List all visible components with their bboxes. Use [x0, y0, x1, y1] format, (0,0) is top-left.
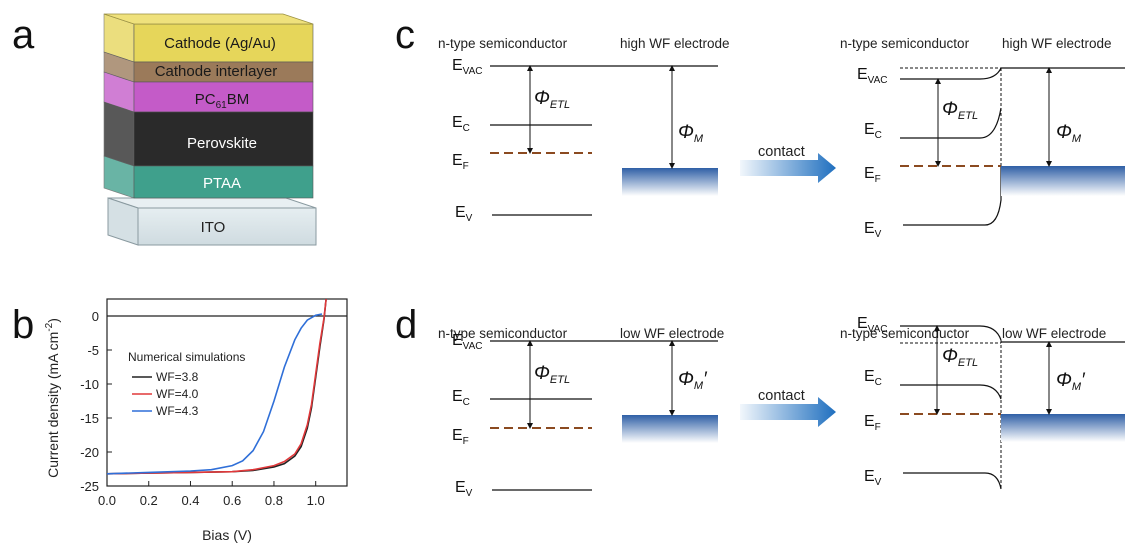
x-axis-title: Bias (V) — [202, 527, 252, 543]
phi-etl-label: ΦETL — [534, 363, 570, 386]
ito-top-face — [108, 198, 316, 208]
after-level-label-v: EV — [864, 468, 882, 488]
y-tick-label: -20 — [80, 445, 99, 460]
panel-label-a: a — [12, 13, 35, 57]
after-phi-etl-label: ΦETL — [942, 346, 978, 369]
plot-frame — [107, 299, 347, 486]
band-diagram-c: n-type semiconductor high WF electrode n-t… — [438, 36, 1125, 240]
after-phi-m-label: ΦM — [1056, 122, 1082, 145]
series-line-1 — [107, 299, 326, 474]
contact-label: contact — [758, 388, 805, 404]
y-tick-label: -5 — [87, 343, 99, 358]
level-label-f: EF — [452, 152, 469, 172]
level-label-f: EF — [452, 427, 469, 447]
electrode-block — [1001, 166, 1125, 196]
legend-entry: WF=3.8 — [156, 370, 199, 384]
x-tick-label: 0.8 — [265, 493, 283, 508]
after-phi-etl-label: ΦETL — [942, 99, 978, 122]
level-label-vac: EVAC — [452, 57, 483, 77]
ito-front-face — [138, 208, 316, 245]
level-label-c: EC — [452, 114, 470, 134]
layer-label-cathode-interlayer: Cathode interlayer — [155, 63, 278, 80]
contact-label: contact — [758, 144, 805, 160]
panel-label-d: d — [395, 303, 417, 347]
after-conduction-band — [900, 385, 1001, 399]
layer-label-ptaa: PTAA — [203, 175, 241, 192]
y-axis-title: Current density (mA cm-2) — [44, 318, 61, 478]
legend-entry: WF=4.0 — [156, 387, 199, 401]
y-tick-label: -15 — [80, 411, 99, 426]
after-valence-band — [903, 473, 1001, 489]
header-left-semiconductor: n-type semiconductor — [438, 36, 568, 51]
x-tick-label: 0.0 — [98, 493, 116, 508]
panel-label-c: c — [395, 13, 415, 57]
device-stack: ITO Cathode (Ag/Au) Cathode interlayer P… — [104, 14, 316, 245]
level-label-v: EV — [455, 479, 473, 499]
legend-title: Numerical simulations — [128, 350, 245, 364]
phi-m-label: ΦM′ — [678, 369, 708, 392]
layer-side-perovskite — [104, 102, 134, 166]
legend-entry: WF=4.3 — [156, 404, 199, 418]
after-level-label-f: EF — [864, 165, 881, 185]
layer-label-cathode: Cathode (Ag/Au) — [164, 35, 276, 52]
x-tick-label: 0.6 — [223, 493, 241, 508]
electrode-block — [1001, 414, 1125, 442]
level-label-v: EV — [455, 204, 473, 224]
cathode-top-face — [104, 14, 313, 24]
x-tick-label: 0.4 — [181, 493, 199, 508]
after-vacuum-level — [900, 68, 1001, 79]
phi-m-label: ΦM — [678, 122, 704, 145]
level-label-c: EC — [452, 388, 470, 408]
jv-chart: 0.0 0.2 0.4 0.6 0.8 1.0 0 -5 -10 -15 -20 -25 Bias (… — [44, 299, 347, 543]
x-tick-label: 1.0 — [307, 493, 325, 508]
after-level-label-c: EC — [864, 121, 882, 141]
header-electrode: high WF electrode — [620, 36, 730, 51]
after-phi-m-label: ΦM′ — [1056, 370, 1086, 393]
phi-etl-label: ΦETL — [534, 88, 570, 111]
y-tick-label: -10 — [80, 377, 99, 392]
y-tick-label: -25 — [80, 479, 99, 494]
header-after-electrode: high WF electrode — [1002, 36, 1112, 51]
after-level-label-v: EV — [864, 220, 882, 240]
header-after-semiconductor: n-type semiconductor — [840, 36, 970, 51]
electrode-block — [622, 415, 718, 443]
header-electrode: low WF electrode — [620, 326, 724, 341]
after-level-label-c: EC — [864, 368, 882, 388]
after-valence-band — [903, 166, 1001, 225]
layer-label-perovskite: Perovskite — [187, 135, 257, 152]
after-level-label-f: EF — [864, 413, 881, 433]
x-tick-label: 0.2 — [140, 493, 158, 508]
layer-label-ito: ITO — [201, 219, 226, 236]
band-diagram-d: n-type semiconductor low WF electrode n-ty… — [438, 315, 1125, 499]
header-after-electrode: low WF electrode — [1002, 326, 1106, 341]
electrode-block — [622, 168, 718, 196]
y-tick-label: 0 — [92, 309, 99, 324]
panel-label-b: b — [12, 303, 34, 347]
after-level-label-vac: EVAC — [857, 66, 888, 86]
series-line-2 — [107, 299, 326, 474]
